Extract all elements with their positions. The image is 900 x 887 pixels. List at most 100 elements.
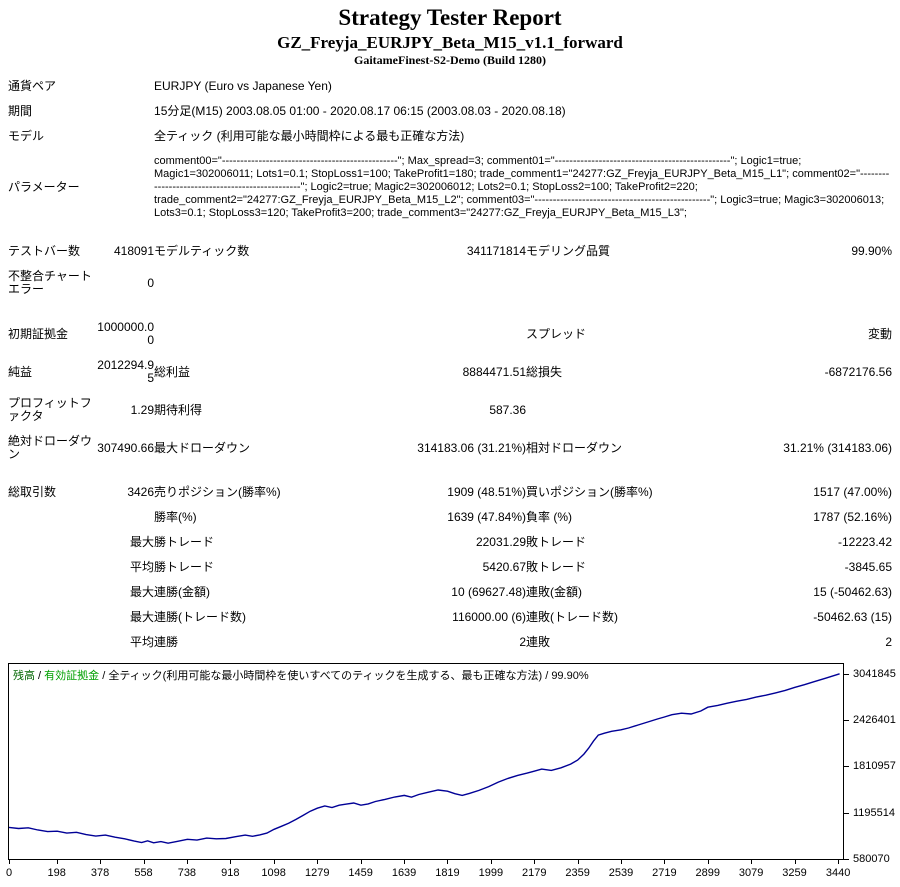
x-axis-label: 1279 — [305, 867, 330, 879]
y-axis-label: 580070 — [853, 853, 890, 865]
x-axis-tick — [447, 860, 449, 864]
stat-label: 最大ドローダウン — [154, 440, 251, 455]
stat-value: 2012294.95 — [97, 358, 155, 385]
x-axis-label: 738 — [177, 867, 197, 879]
stat-value: 1639 (47.84%) — [447, 510, 527, 524]
x-axis-label: 1999 — [478, 867, 504, 879]
stat-value: 116000.00 (6) — [452, 610, 527, 624]
stat-value: 最大 — [130, 610, 155, 624]
y-axis-tick — [844, 673, 849, 675]
stat-label: 不整合チャートエラー — [8, 269, 92, 296]
stat-label: モデルティック数 — [154, 244, 250, 258]
report-title: Strategy Tester Report — [338, 5, 562, 30]
stat-value: 最大 — [130, 535, 155, 549]
x-axis-tick — [9, 860, 10, 864]
x-axis-label: 558 — [134, 867, 153, 879]
stat-label — [154, 302, 362, 353]
stat-label: 敗トレード — [526, 535, 587, 549]
x-axis-label: 918 — [221, 867, 240, 879]
x-axis-tick — [230, 860, 232, 864]
stat-value: 0 — [147, 275, 155, 290]
stat-value: 1.29 — [130, 402, 155, 417]
stat-value: 314183.06 (31.21%) — [417, 440, 527, 455]
stat-label — [8, 605, 96, 630]
expert-name: GZ_Freyja_EURJPY_Beta_M15_v1.1_forward — [277, 33, 623, 52]
y-axis-tick — [844, 720, 849, 722]
x-axis-label: 2179 — [521, 867, 547, 879]
stat-label: モデル — [8, 129, 45, 143]
stat-label: 15分足(M15) 2003.08.05 01:00 - 2020.08.17 … — [154, 104, 566, 118]
stat-label: 勝率(%) — [154, 510, 197, 524]
stat-label: 純益 — [8, 364, 33, 379]
y-axis-label: 2426401 — [853, 714, 896, 727]
stat-label: 負率 (%) — [526, 510, 573, 524]
stat-label: 買いポジション(勝率%) — [526, 485, 653, 499]
stat-label — [8, 580, 96, 605]
stat-label — [154, 264, 362, 302]
stat-value — [362, 302, 526, 353]
x-axis-tick — [707, 860, 709, 864]
x-axis-tick — [404, 860, 406, 864]
y-axis-tick — [844, 812, 849, 814]
stat-label — [526, 391, 706, 429]
stat-label — [8, 630, 96, 655]
stat-label: スプレッド — [526, 326, 587, 341]
stat-label: EURJPY (Euro vs Japanese Yen) — [154, 79, 332, 93]
stat-value — [706, 264, 892, 302]
x-axis-label: 198 — [47, 867, 66, 879]
x-axis-label: 1819 — [435, 867, 460, 879]
stat-label: モデリング品質 — [526, 244, 611, 258]
stat-label: 全ティック (利用可能な最小時間枠による最も正確な方法) — [154, 129, 465, 143]
stat-label — [526, 264, 706, 302]
stat-value: 99.90% — [851, 244, 893, 258]
x-axis-tick — [56, 860, 58, 864]
stat-value — [362, 264, 526, 302]
stat-label: 期間 — [8, 104, 33, 118]
x-axis-tick — [186, 860, 188, 864]
x-axis-label: 2539 — [608, 867, 634, 879]
chart-legend: 残高 / 有効証拠金 / 全ティック(利用可能な最小時間枠を使いすべてのティック… — [13, 667, 589, 683]
y-axis-label: 1195514 — [853, 806, 896, 819]
x-axis-tick — [100, 860, 102, 864]
stat-value: 8884471.51 — [462, 364, 527, 379]
x-axis-tick — [621, 860, 622, 864]
stat-label: 連敗(トレード数) — [526, 610, 619, 624]
stat-label: 通貨ペア — [8, 79, 57, 93]
x-axis-tick — [534, 860, 536, 864]
y-axis-label: 3041845 — [853, 667, 896, 680]
x-axis-label: 3079 — [738, 867, 764, 879]
stat-value: 22031.29 — [475, 535, 527, 549]
stat-value: 587.36 — [489, 402, 527, 417]
x-axis-label: 0 — [5, 867, 13, 879]
x-axis-label: 2719 — [652, 867, 677, 879]
x-axis-tick — [273, 860, 275, 864]
legend-model-label: 全ティック(利用可能な最小時間枠を使いすべてのティックを生成する、最も正確な方法… — [108, 670, 543, 682]
x-axis-tick — [317, 860, 319, 864]
y-axis-label: 1810957 — [853, 760, 896, 773]
legend-balance-label: 残高 — [13, 670, 35, 682]
x-axis-label: 1459 — [348, 867, 373, 879]
stat-value: -3845.65 — [844, 560, 893, 574]
stat-value: 1909 (48.51%) — [447, 485, 527, 499]
stat-value: 31.21% (314183.06) — [783, 440, 893, 455]
stat-value: 1517 (47.00%) — [813, 485, 893, 499]
stat-value: 5420.67 — [482, 560, 527, 574]
stat-label: 総取引数 — [8, 485, 57, 499]
y-axis-tick — [844, 766, 849, 768]
legend-quality: 99.90% — [551, 670, 589, 682]
stat-value: 15 (-50462.63) — [813, 585, 893, 599]
stat-value: 3426 — [127, 485, 155, 499]
x-axis-label: 1639 — [391, 867, 417, 879]
x-axis-label: 2359 — [565, 867, 590, 879]
x-axis-tick — [751, 860, 753, 864]
stat-label: 総損失 — [526, 364, 563, 379]
stat-value — [96, 505, 154, 530]
chart-plot-area: 残高 / 有効証拠金 / 全ティック(利用可能な最小時間枠を使いすべてのティック… — [8, 663, 844, 860]
balance-curve — [9, 673, 840, 844]
x-axis-label: 378 — [90, 867, 110, 879]
stat-label: 勝トレード — [154, 560, 215, 574]
stat-label: 売りポジション(勝率%) — [154, 485, 281, 499]
stat-label: パラメーター — [8, 180, 80, 194]
x-axis-tick — [838, 860, 840, 864]
stat-label: comment00="-----------------------------… — [154, 155, 890, 219]
